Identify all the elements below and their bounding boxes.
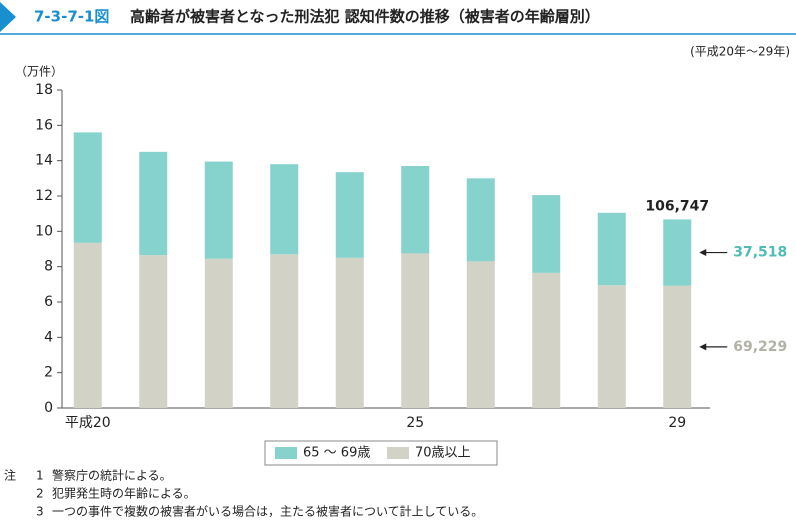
note-number: 1 [36,469,44,483]
label-arrow-head [699,249,707,257]
header-arrow [0,2,16,32]
bar-segment [597,212,626,286]
chart-subtitle: (平成20年～29年) [690,45,790,59]
bar-segment [401,165,430,254]
bar-segment [73,242,102,408]
y-tick-label: 0 [44,400,53,416]
total-label: 106,747 [645,198,709,214]
y-tick-label: 6 [44,294,53,310]
note-text: 一つの事件で複数の被害者がいる場合は，主たる被害者について計上している。 [52,504,483,519]
label-arrow-head [699,343,707,351]
bar-segment [204,161,233,259]
x-tick-label: 25 [406,415,424,431]
bar-segment [139,151,168,256]
y-tick-label: 12 [35,188,53,204]
bar-segment [270,164,299,255]
y-tick-label: 4 [44,329,53,345]
bar-segment [270,254,299,408]
bar-segment [335,172,364,258]
note-number: 2 [36,487,44,501]
bar-segment [532,272,561,408]
bar-segment [597,285,626,408]
x-tick-label: 29 [668,415,686,431]
bar-segment [663,285,692,408]
bar-segment [466,261,495,408]
bar-segment [663,219,692,286]
chart-title: 高齢者が被害者となった刑法犯 認知件数の推移（被害者の年齢層別） [130,8,600,26]
note-text: 警察庁の統計による。 [52,468,172,483]
y-tick-label: 16 [35,117,53,133]
y-tick-label: 8 [44,259,53,275]
y-tick-label: 14 [35,153,53,169]
legend-box [264,440,498,466]
bar-segment [139,255,168,408]
figure-number: 7-3-7-1図 [34,8,109,26]
bar-segment [532,195,561,273]
notes-heading: 注 [4,469,16,483]
bar-segment [335,257,364,408]
note-text: 犯罪発生時の年齢による。 [52,487,196,501]
bar-segment [73,132,102,243]
note-number: 3 [36,505,44,519]
y-tick-label: 18 [35,82,53,98]
value-label: 69,229 [733,339,787,355]
y-axis-label: （万件） [15,65,63,79]
y-tick-label: 2 [44,365,53,381]
bar-segment [204,258,233,408]
x-tick-label: 平成20 [65,415,111,431]
legend-swatch [275,447,297,459]
value-label: 37,518 [733,245,787,261]
legend-label: 70歳以上 [415,446,471,461]
bar-segment [401,253,430,408]
legend-swatch [387,447,409,459]
legend-label: 65 ～ 69歳 [303,446,370,461]
bar-segment [466,178,495,262]
y-tick-label: 10 [35,223,53,239]
